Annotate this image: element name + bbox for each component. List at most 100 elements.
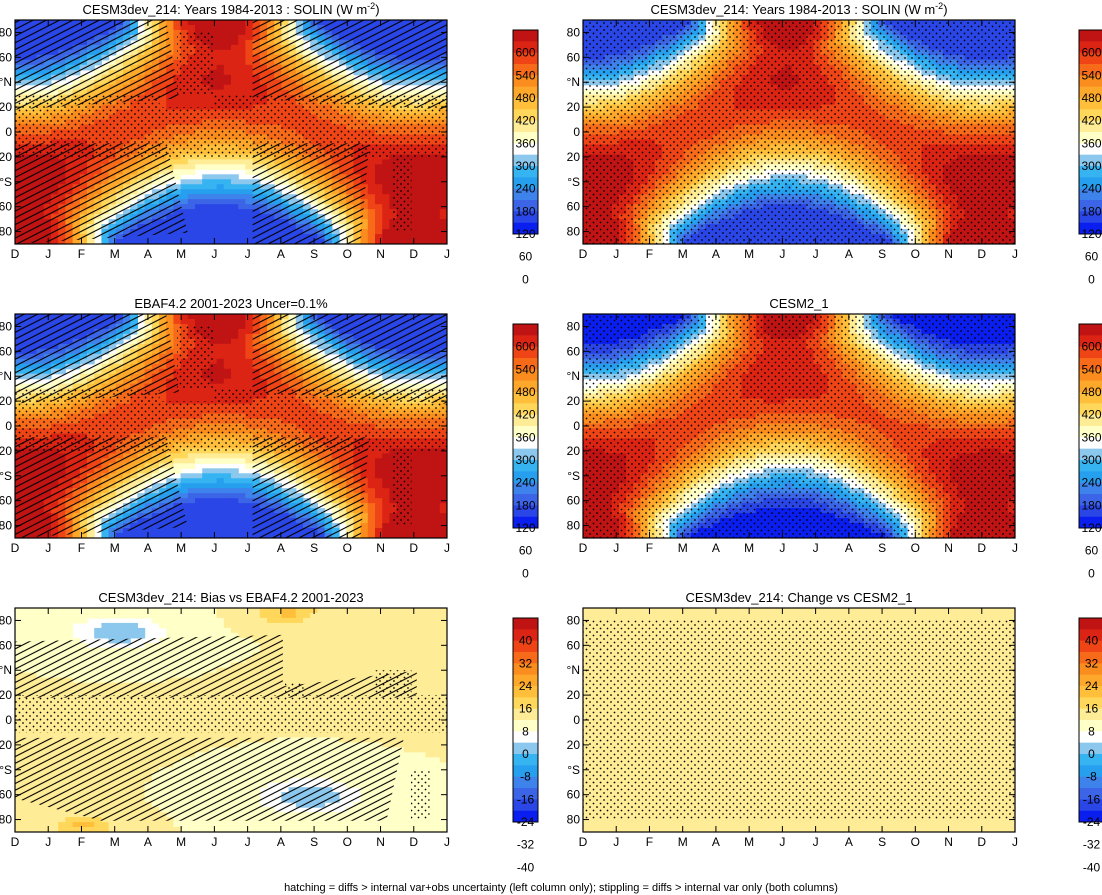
colorbar-label: 240 bbox=[1081, 182, 1101, 196]
colorbar-swatch bbox=[513, 742, 538, 755]
colorbar-label: 360 bbox=[515, 136, 535, 150]
colorbar-swatch bbox=[1079, 143, 1102, 155]
y-tick-label: 80 bbox=[567, 319, 581, 333]
colorbar-swatch bbox=[513, 154, 538, 167]
panel-p3: EBAF4.2 2001-2023 Uncer=0.1% D J F M A M J J A S O N… bbox=[0, 296, 539, 580]
x-tick-label: D bbox=[977, 247, 986, 261]
colorbar-label: 480 bbox=[515, 91, 535, 105]
x-tick-label: S bbox=[878, 541, 886, 555]
colorbar-label: 120 bbox=[1081, 227, 1101, 241]
colorbar-swatch bbox=[513, 86, 538, 99]
colorbar-swatch bbox=[1079, 392, 1102, 404]
field bbox=[583, 314, 1015, 538]
colorbar-swatch bbox=[1079, 618, 1102, 630]
colorbar-swatch bbox=[1079, 742, 1102, 755]
colorbar-label: 8 bbox=[1088, 724, 1095, 738]
x-tick-label: D bbox=[579, 247, 588, 261]
colorbar-swatch bbox=[1079, 132, 1102, 144]
x-tick-label: M bbox=[176, 247, 186, 261]
y-tick-label: 0 bbox=[573, 125, 580, 139]
x-tick-label: M bbox=[744, 835, 754, 849]
colorbar-swatch bbox=[513, 505, 538, 517]
colorbar-swatch bbox=[513, 471, 538, 483]
x-tick-label: J bbox=[444, 247, 450, 261]
x-tick-label: F bbox=[646, 541, 653, 555]
colorbar-swatch bbox=[1079, 52, 1102, 65]
colorbar-label: 540 bbox=[1081, 362, 1101, 376]
colorbar-label: -8 bbox=[1086, 770, 1097, 784]
colorbar-label: 40 bbox=[1085, 634, 1099, 648]
colorbar: 40 32 24 16 8 0 -8 -16 -24 -32 -40 bbox=[1078, 617, 1102, 874]
y-tick-label: 80 bbox=[0, 519, 12, 533]
colorbar-swatch bbox=[513, 211, 538, 223]
hatching bbox=[15, 20, 447, 244]
y-tick-label: 80 bbox=[567, 225, 581, 239]
colorbar-label: 480 bbox=[515, 385, 535, 399]
colorbar-swatch bbox=[513, 674, 538, 687]
y-tick-label: 80 bbox=[0, 613, 12, 627]
colorbar-label: 0 bbox=[522, 747, 529, 761]
colorbar-swatch bbox=[1079, 166, 1102, 178]
x-tick-label: J bbox=[211, 835, 217, 849]
y-tick-label: 20 bbox=[567, 150, 581, 164]
colorbar-swatch bbox=[513, 448, 538, 461]
colorbar-label: 300 bbox=[1081, 159, 1101, 173]
colorbar-label: 600 bbox=[515, 340, 535, 354]
colorbar-swatch bbox=[513, 437, 538, 449]
x-tick-label: O bbox=[343, 247, 352, 261]
colorbar-label: 480 bbox=[1081, 91, 1101, 105]
colorbar-label: 480 bbox=[1081, 385, 1101, 399]
colorbar-swatch bbox=[513, 686, 538, 698]
colorbar-swatch bbox=[1079, 200, 1102, 212]
x-tick-label: J bbox=[813, 835, 819, 849]
colorbar-swatch bbox=[1079, 154, 1102, 167]
colorbar-swatch bbox=[1079, 41, 1102, 53]
colorbar-swatch bbox=[1079, 346, 1102, 359]
y-tick-label: 60 bbox=[567, 344, 581, 358]
colorbar-label: 180 bbox=[515, 204, 535, 218]
colorbar-swatch bbox=[1079, 98, 1102, 110]
y-tick-label: °S bbox=[0, 469, 12, 483]
x-tick-label: S bbox=[878, 247, 886, 261]
y-tick-label: °N bbox=[567, 369, 580, 383]
colorbar-swatch bbox=[1079, 754, 1102, 766]
colorbar-swatch bbox=[513, 754, 538, 766]
x-tick-label: J bbox=[211, 541, 217, 555]
colorbar-label: 600 bbox=[515, 46, 535, 60]
colorbar-label: 240 bbox=[515, 182, 535, 196]
y-tick-label: 60 bbox=[567, 50, 581, 64]
x-tick-label: M bbox=[110, 541, 120, 555]
panel-title: CESM3dev_214: Change vs CESM2_1 bbox=[686, 590, 913, 605]
y-tick-label: °S bbox=[0, 175, 12, 189]
colorbar-label: 300 bbox=[515, 159, 535, 173]
colorbar-swatch bbox=[1079, 629, 1102, 641]
colorbar-label: 540 bbox=[515, 362, 535, 376]
colorbar-label: 0 bbox=[522, 272, 529, 286]
colorbar-swatch bbox=[1079, 674, 1102, 687]
x-tick-label: J bbox=[613, 835, 619, 849]
colorbar-label: 360 bbox=[1081, 430, 1101, 444]
x-tick-label: M bbox=[176, 835, 186, 849]
colorbar-swatch bbox=[1079, 765, 1102, 777]
x-tick-label: O bbox=[911, 835, 920, 849]
colorbar-label: -24 bbox=[1083, 815, 1101, 829]
colorbar-label: 0 bbox=[1088, 566, 1095, 580]
y-tick-label: 20 bbox=[567, 688, 581, 702]
colorbar-label: 40 bbox=[519, 634, 533, 648]
colorbar-swatch bbox=[1079, 75, 1102, 87]
colorbar-label: -32 bbox=[517, 838, 535, 852]
x-tick-label: O bbox=[343, 835, 352, 849]
colorbar-swatch bbox=[1079, 482, 1102, 495]
y-tick-label: 80 bbox=[0, 225, 12, 239]
y-tick-label: 60 bbox=[567, 494, 581, 508]
colorbar-swatch bbox=[1079, 720, 1102, 732]
y-tick-label: 60 bbox=[567, 638, 581, 652]
x-tick-label: J bbox=[779, 541, 785, 555]
colorbar-label: 240 bbox=[1081, 476, 1101, 490]
colorbar-label: 300 bbox=[515, 453, 535, 467]
colorbar-swatch bbox=[513, 788, 538, 800]
colorbar-swatch bbox=[513, 64, 538, 76]
panel-title: CESM3dev_214: Years 1984-2013 : SOLIN (W… bbox=[82, 1, 379, 17]
x-tick-label: J bbox=[779, 247, 785, 261]
colorbar-swatch bbox=[513, 143, 538, 155]
